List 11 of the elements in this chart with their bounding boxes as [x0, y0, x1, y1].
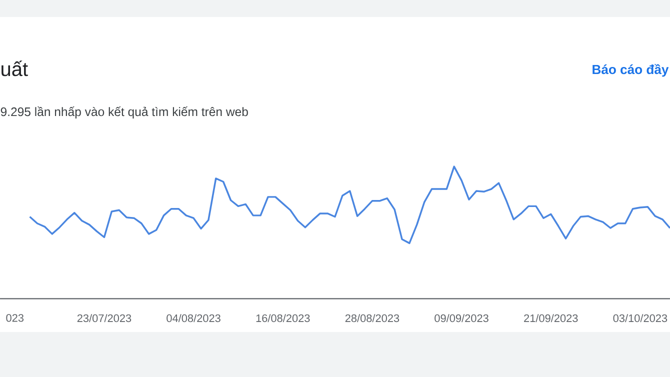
text: Báo cáo đầy [592, 64, 669, 77]
x-tick-label: 023 [6, 314, 24, 322]
chart-subtitle: 9.295 lần nhấp vào kết quả tìm kiếm trên web [0, 106, 248, 119]
x-tick-label: 03/10/2023 [613, 314, 668, 322]
x-tick-label: 28/08/2023 [345, 314, 400, 322]
x-tick-label: 21/09/2023 [524, 314, 578, 322]
chart-title: uất [2, 60, 28, 76]
x-tick-label: 04/08/2023 [166, 314, 220, 322]
x-tick-label: 16/08/2023 [256, 314, 310, 322]
x-tick-label: 09/09/2023 [434, 314, 488, 322]
x-tick-label: 23/07/2023 [77, 314, 132, 322]
